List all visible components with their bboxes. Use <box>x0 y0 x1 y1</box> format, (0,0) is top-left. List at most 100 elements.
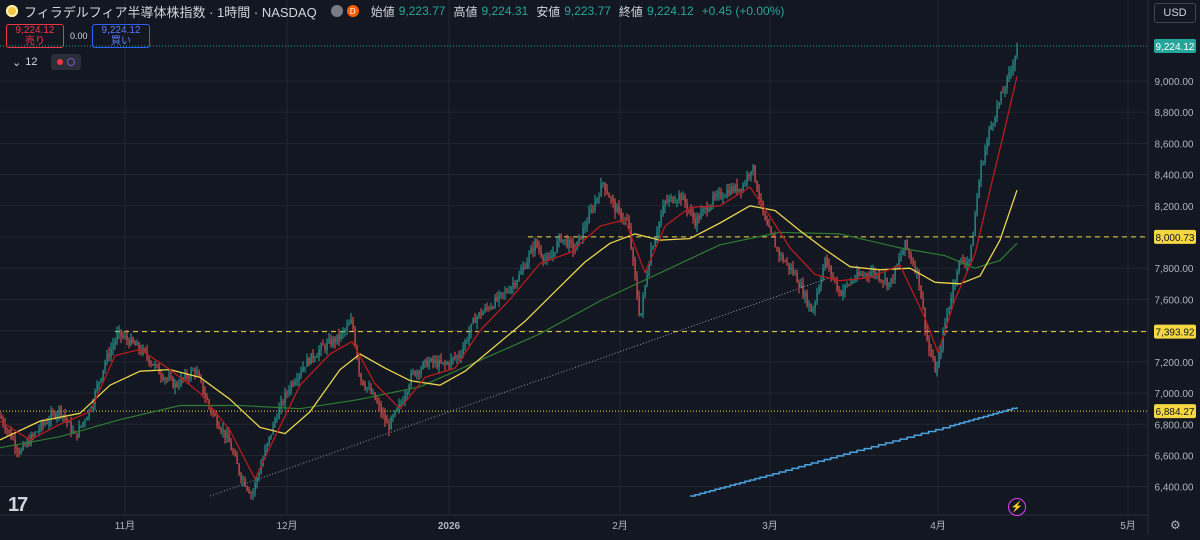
header-bar: フィラデルフィア半導体株指数 · 1時間 · NASDAQ D 始値 9,223… <box>6 3 785 20</box>
x-tick-label: 5月 <box>1120 520 1136 532</box>
candle-body <box>702 209 704 212</box>
candle-body <box>386 421 388 424</box>
candle-body <box>524 267 526 269</box>
candle-body <box>598 196 600 199</box>
candle-body <box>562 239 564 242</box>
x-tick-label: 2月 <box>612 520 628 532</box>
candle-body <box>270 434 272 437</box>
candle-body <box>1006 76 1008 89</box>
candle-body <box>560 234 562 242</box>
symbol-title[interactable]: フィラデルフィア半導体株指数 · 1時間 · NASDAQ <box>24 4 317 20</box>
candle-body <box>182 377 184 379</box>
candle-body <box>516 280 518 286</box>
candle-body <box>566 239 568 248</box>
candle-body <box>798 282 800 288</box>
candle-body <box>274 419 276 425</box>
sell-button[interactable]: 9,224.12 売り <box>6 24 64 48</box>
indicator-alert-button[interactable] <box>51 54 82 70</box>
candle-body <box>590 208 592 213</box>
data-delay-badge[interactable]: D <box>346 5 359 17</box>
indicators-toggle[interactable]: ⌄ 12 <box>6 54 43 70</box>
candle-body <box>246 486 248 490</box>
candle-body <box>26 441 28 446</box>
candle-body <box>254 483 256 492</box>
x-tick-label: 12月 <box>276 520 297 532</box>
candle-body <box>1008 72 1010 77</box>
candle-body <box>912 260 914 265</box>
candle-body <box>264 449 266 459</box>
candle-body <box>452 357 454 359</box>
candle-body <box>106 353 108 363</box>
candle-body <box>424 359 426 363</box>
candle-body <box>476 316 478 323</box>
candle-body <box>122 336 124 338</box>
candle-body <box>368 387 370 389</box>
candle-body <box>780 255 782 257</box>
currency-button[interactable]: USD <box>1154 3 1196 23</box>
candle-body <box>950 298 952 307</box>
candle-body <box>938 352 940 366</box>
candle-body <box>700 211 702 219</box>
candle-body <box>326 342 328 350</box>
candle-body <box>484 307 486 312</box>
candle-body <box>846 284 848 286</box>
current-price-label: 9,224.12 <box>1156 42 1195 53</box>
candle-body <box>898 258 900 265</box>
candle-body <box>768 224 770 228</box>
candle-body <box>766 220 768 225</box>
candle-body <box>148 357 150 363</box>
candle-body <box>156 364 158 366</box>
candle-body <box>188 377 190 379</box>
candle-body <box>866 273 868 276</box>
candle-body <box>582 227 584 239</box>
candle-body <box>366 387 368 389</box>
candle-body <box>554 252 556 254</box>
tradingview-logo-icon[interactable]: 17 <box>8 494 28 516</box>
candle-body <box>54 412 56 418</box>
candle-body <box>796 272 798 283</box>
symbol-logo-icon[interactable] <box>6 5 18 17</box>
candle-body <box>612 198 614 202</box>
candle-body <box>332 338 334 346</box>
candle-body <box>772 232 774 238</box>
open-label: 始値 <box>370 4 395 19</box>
bolt-icon[interactable]: ⚡ <box>1008 498 1026 516</box>
moving-average-red-line <box>0 76 1018 480</box>
change-value: +0.45 (+0.00%) <box>701 4 785 18</box>
candle-body <box>176 383 178 386</box>
candle-body <box>530 248 532 254</box>
candle-body <box>870 272 872 277</box>
candle-body <box>124 335 126 337</box>
candle-body <box>824 257 826 269</box>
candle-body <box>624 218 626 220</box>
candle-body <box>442 362 444 364</box>
candle-body <box>56 414 58 418</box>
candle-body <box>684 196 686 204</box>
candle-body <box>470 323 472 333</box>
candle-body <box>920 285 922 299</box>
candle-body <box>738 188 740 192</box>
candle-body <box>918 269 920 286</box>
settings-gear-icon[interactable]: ⚙ <box>1170 518 1181 532</box>
current-price-label-bg <box>1154 39 1196 53</box>
candle-body <box>592 208 594 210</box>
candle-body <box>718 192 720 194</box>
buy-button[interactable]: 9,224.12 買い <box>92 24 150 48</box>
candle-body <box>382 413 384 415</box>
candle-body <box>316 356 318 358</box>
candle-body <box>396 408 398 411</box>
candle-body <box>616 206 618 213</box>
candle-body <box>38 429 40 432</box>
candle-body <box>384 414 386 422</box>
candle-body <box>460 355 462 357</box>
trade-panel: 9,224.12 売り 0.00 9,224.12 買い <box>6 24 150 48</box>
candle-body <box>858 272 860 276</box>
candle-body <box>706 207 708 212</box>
candle-body <box>82 421 84 426</box>
candle-body <box>556 241 558 253</box>
market-status-icon[interactable] <box>330 5 343 17</box>
candle-body <box>266 443 268 450</box>
candle-body <box>454 357 456 359</box>
